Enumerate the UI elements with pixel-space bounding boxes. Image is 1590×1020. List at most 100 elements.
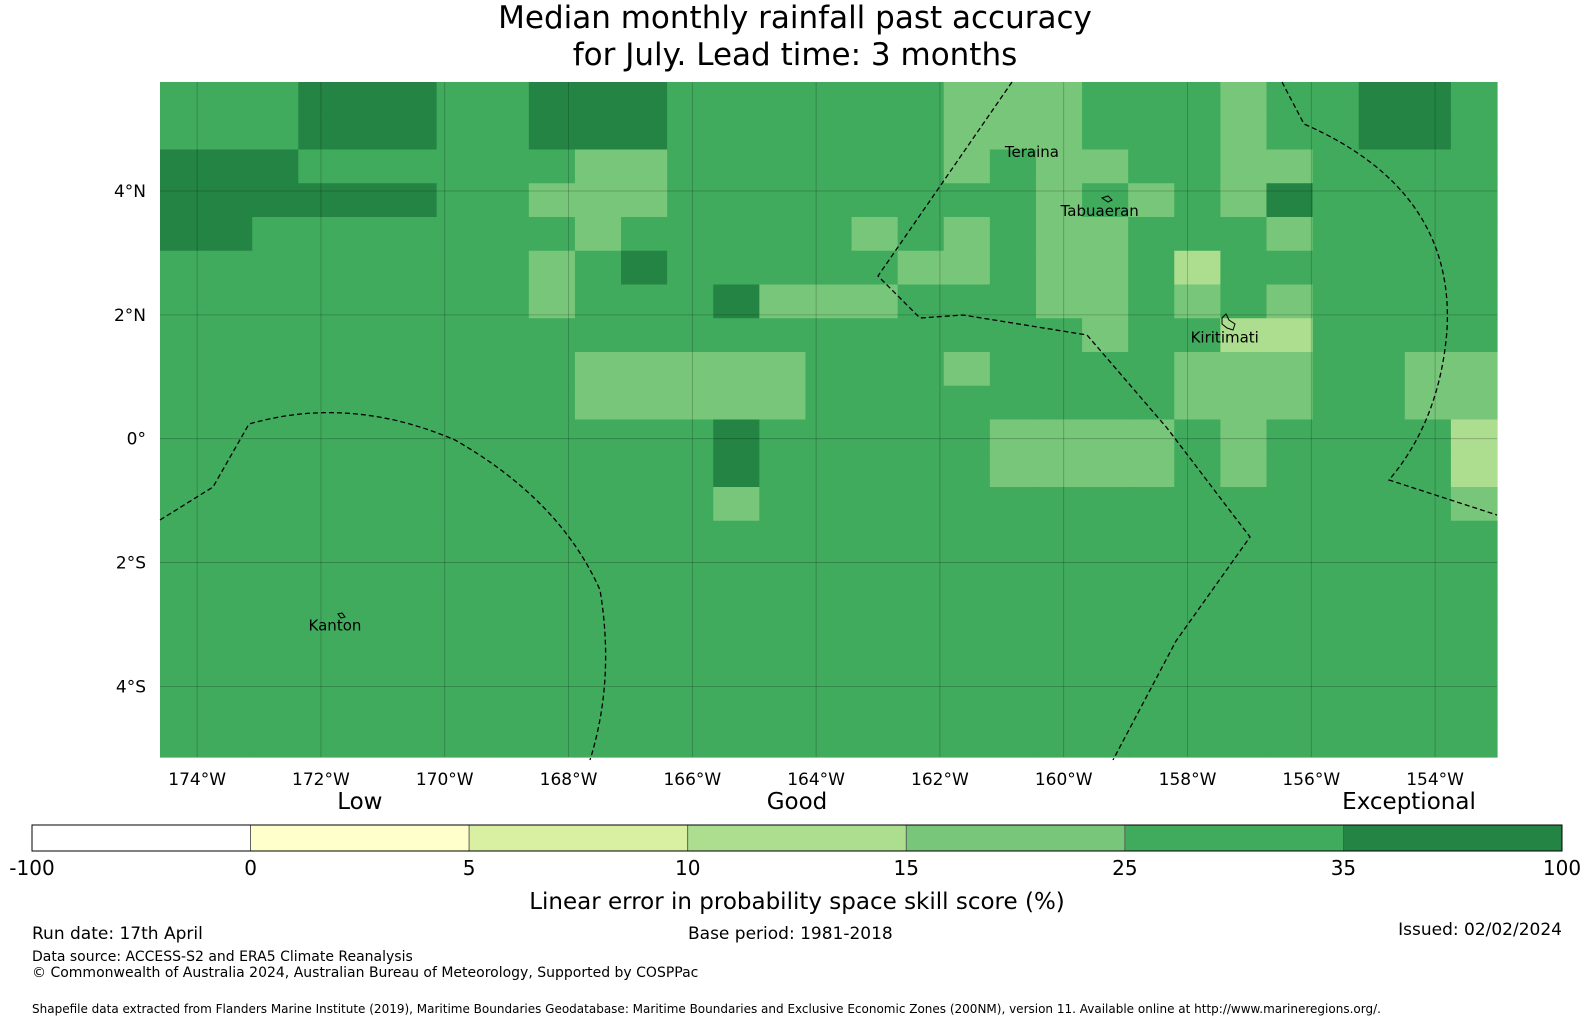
copyright-notice: © Commonwealth of Australia 2024, Austra…	[32, 965, 699, 981]
grid-cell	[1266, 115, 1314, 151]
grid-cell	[252, 487, 299, 522]
grid-cell	[989, 115, 1037, 151]
grid-cell	[667, 622, 714, 657]
grid-cell	[482, 250, 530, 286]
grid-cell	[759, 250, 807, 286]
grid-cell	[943, 588, 991, 623]
grid-cell	[759, 318, 807, 353]
grid-cell	[805, 385, 853, 421]
grid-cell	[528, 655, 576, 691]
grid-cell	[1174, 588, 1221, 623]
grid-cell	[1404, 149, 1452, 184]
grid-cell	[528, 82, 576, 117]
grid-cell	[1082, 250, 1129, 286]
grid-cell	[206, 82, 253, 117]
grid-cell	[1174, 419, 1221, 454]
grid-cell	[989, 419, 1037, 454]
grid-cell	[805, 217, 853, 252]
grid-cell	[621, 318, 668, 353]
grid-cell	[1404, 554, 1452, 589]
grid-cell	[1358, 487, 1406, 522]
grid-cell	[667, 723, 714, 758]
grid-cell	[482, 689, 530, 724]
grid-cell	[1082, 82, 1129, 117]
grid-cell	[943, 217, 991, 252]
grid-cell	[805, 183, 853, 218]
grid-cell	[390, 183, 438, 218]
grid-cell	[1404, 115, 1452, 151]
grid-cell	[1035, 284, 1083, 319]
grid-cell	[805, 655, 853, 691]
grid-cell	[1358, 385, 1406, 421]
grid-cell	[390, 82, 438, 117]
grid-cell	[713, 655, 760, 691]
grid-cell	[298, 689, 346, 724]
grid-cell	[206, 588, 253, 623]
grid-cell	[528, 554, 576, 589]
place-label: Tabuaeran	[1060, 202, 1139, 220]
grid-cell	[574, 554, 622, 589]
title-line-2: for July. Lead time: 3 months	[572, 37, 1018, 73]
lon-tick-label: 162°W	[911, 770, 969, 790]
grid-cell	[1450, 284, 1498, 319]
eez-boundary-line	[1281, 81, 1498, 516]
grid-cell	[1035, 250, 1083, 286]
grid-cell	[1266, 419, 1314, 454]
grid-cell	[574, 520, 622, 556]
grid-cell	[851, 115, 899, 151]
grid-cell	[667, 487, 714, 522]
colorbar-segment	[31, 824, 251, 852]
grid-cell	[989, 149, 1037, 184]
grid-cell	[989, 655, 1037, 691]
grid-cell	[298, 352, 346, 387]
grid-cell	[298, 82, 346, 117]
grid-cell	[1404, 689, 1452, 724]
grid-cell	[390, 554, 438, 589]
grid-cell	[1035, 318, 1083, 353]
grid-cell	[713, 217, 760, 252]
grid-cell	[897, 385, 945, 421]
island-outline	[337, 612, 346, 619]
grid-cell	[482, 554, 530, 589]
grid-cell	[390, 453, 438, 488]
grid-cell	[298, 217, 346, 252]
lat-tick-label: 2°N	[114, 306, 146, 326]
grid-cell	[1312, 318, 1360, 353]
grid-cell	[1312, 82, 1360, 117]
grid-cell	[805, 352, 853, 387]
grid-cell	[298, 318, 346, 353]
grid-cell	[851, 689, 899, 724]
grid-cell	[1128, 554, 1175, 589]
grid-cell	[621, 217, 668, 252]
colorbar-category-label: Good	[767, 789, 828, 815]
colorbar-category-label: Low	[337, 789, 382, 815]
grid-cell	[298, 284, 346, 319]
colorbar-tick-label: 10	[675, 856, 700, 880]
grid-cell	[528, 588, 576, 623]
grid-cell	[1312, 183, 1360, 218]
grid-cell	[943, 689, 991, 724]
grid-cell	[344, 487, 392, 522]
grid-cell	[805, 149, 853, 184]
run-date: Run date: 17th April	[32, 924, 203, 944]
islands	[337, 195, 1236, 619]
grid-cell	[1082, 520, 1129, 556]
grid-cell	[1174, 487, 1221, 522]
grid-cell	[436, 487, 484, 522]
grid-cell	[1312, 217, 1360, 252]
grid-cell	[528, 487, 576, 522]
grid-cell	[621, 250, 668, 286]
grid-cell	[897, 82, 945, 117]
grid-cell	[667, 419, 714, 454]
grid-cell	[252, 723, 299, 758]
grid-cell	[1404, 622, 1452, 657]
grid-cell	[482, 655, 530, 691]
grid-cell	[1035, 453, 1083, 488]
grid-cell	[1450, 250, 1498, 286]
grid-cell	[482, 352, 530, 387]
grid-cell	[344, 723, 392, 758]
grid-cell	[989, 217, 1037, 252]
grid-cell	[989, 520, 1037, 556]
grid-cell	[436, 217, 484, 252]
grid-cell	[206, 487, 253, 522]
